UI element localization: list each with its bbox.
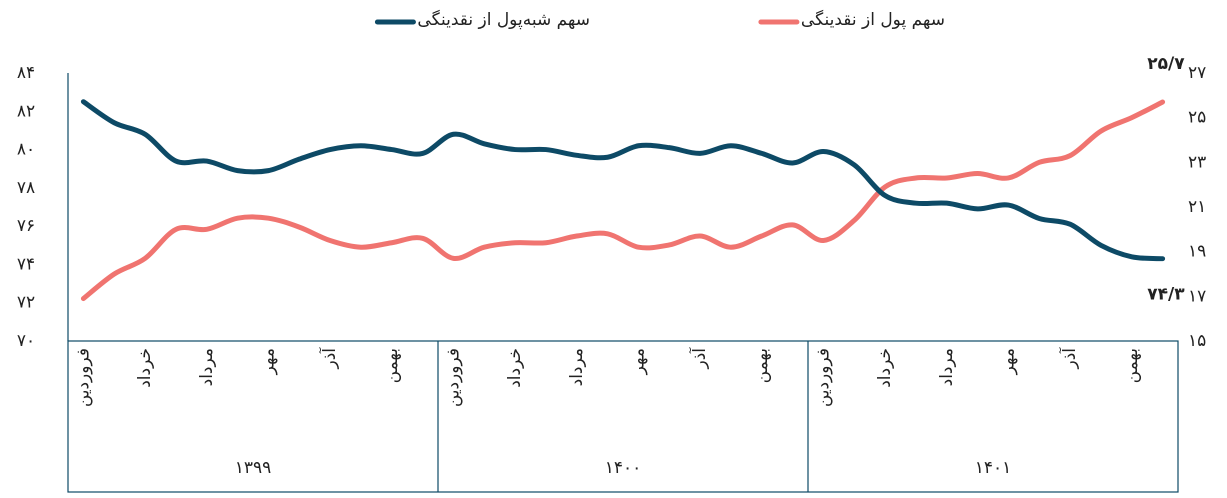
x-group-label: ۱۴۰۱ (975, 458, 1012, 478)
y2-tick-label: ۲۵ (1188, 108, 1206, 128)
y2-tick-label: ۱۹ (1188, 242, 1206, 262)
x-group-label: ۱۴۰۰ (605, 458, 642, 478)
x-axis-box (67, 340, 1179, 493)
series-line (80, 99, 1166, 302)
x-tick-label: آذر (688, 347, 710, 370)
x-tick-label: فروردین (443, 348, 463, 407)
y-tick-label: ۸۰ (17, 140, 35, 160)
data-label: ۲۵/۷ (1147, 54, 1185, 74)
y-tick-label: ۷۶ (17, 216, 35, 236)
x-tick-label: مرداد (567, 348, 587, 386)
y2-tick-label: ۲۷ (1188, 63, 1206, 83)
y2-tick-label: ۱۷ (1188, 286, 1206, 306)
x-tick-label: خرداد (135, 348, 155, 388)
x-tick-label: بهمن (752, 348, 772, 383)
y-tick-label: ۷۴ (17, 254, 35, 274)
legend-label: سهم شبه‌پول از نقدینگی (417, 9, 590, 30)
x-tick-label: بهمن (1122, 348, 1142, 383)
x-tick-label: مهر (258, 348, 278, 375)
x-tick-label: آذر (1058, 347, 1080, 370)
y2-tick-label: ۲۳ (1188, 152, 1206, 172)
x-group-label: ۱۳۹۹ (235, 458, 272, 478)
x-tick-label: خرداد (505, 348, 525, 388)
y-tick-label: ۸۲ (17, 101, 35, 121)
data-label: ۷۴/۳ (1147, 285, 1185, 305)
y2-tick-label: ۱۵ (1188, 331, 1206, 351)
x-tick-label: خرداد (875, 348, 895, 388)
x-tick-label: بهمن (382, 348, 402, 383)
y-tick-label: ۷۰ (17, 331, 35, 351)
legend-label: سهم پول از نقدینگی (801, 9, 945, 30)
x-tick-label: مرداد (197, 348, 217, 386)
x-tick-label: مهر (998, 348, 1018, 375)
y-tick-label: ۸۴ (17, 63, 35, 83)
x-tick-label: آذر (318, 347, 340, 370)
series-line (80, 99, 1166, 262)
y2-tick-label: ۲۱ (1188, 197, 1206, 217)
x-tick-label: فروردین (813, 348, 833, 407)
y-tick-label: ۷۸ (17, 178, 35, 198)
y-tick-label: ۷۲ (17, 293, 35, 313)
x-tick-label: فروردین (73, 348, 93, 407)
x-tick-label: مهر (628, 348, 648, 375)
x-tick-label: مرداد (937, 348, 957, 386)
